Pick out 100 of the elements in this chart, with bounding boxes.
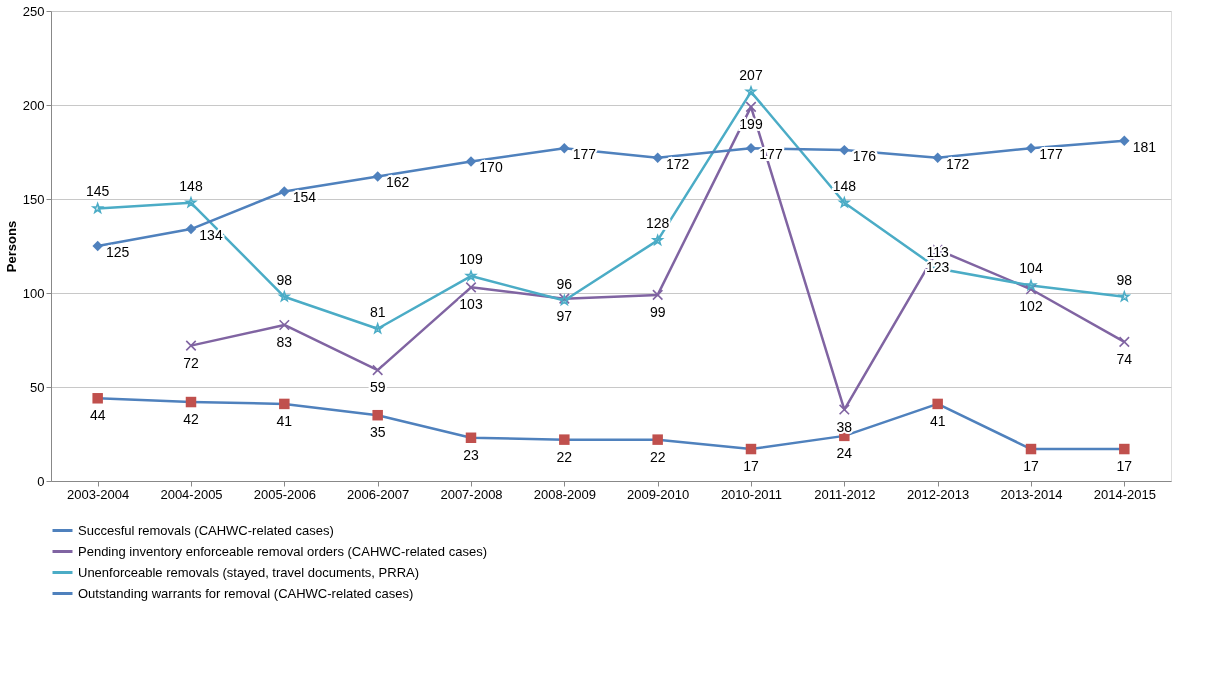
x-tick-label: 2014-2015	[1093, 486, 1156, 502]
point	[559, 143, 570, 154]
data-label: 23	[463, 446, 479, 463]
x-tick-label: 2009-2010	[627, 486, 690, 502]
data-label: 38	[836, 418, 853, 435]
data-label: 102	[1019, 298, 1043, 315]
data-label: 172	[945, 155, 970, 172]
point	[465, 432, 477, 443]
data-label: 81	[369, 303, 386, 320]
data-label: 72	[183, 354, 199, 371]
x-tick-label: 2011-2012	[814, 486, 876, 502]
data-label: 83	[276, 333, 293, 350]
point	[465, 156, 477, 167]
x-tick-label: 2013-2014	[1000, 486, 1063, 502]
x-tick-label: 2003-2004	[67, 486, 130, 502]
data-label: 22	[556, 448, 573, 465]
point	[652, 152, 663, 163]
x-tick-label: 2010-2011	[720, 486, 783, 502]
data-label: 148	[832, 177, 857, 194]
point	[745, 443, 757, 455]
legend-label: Pending inventory enforceable removal orders (CAHWC-related cases)	[78, 543, 487, 559]
point	[185, 223, 197, 235]
data-label: 17	[743, 458, 759, 475]
y-tick-label: 100	[22, 285, 45, 301]
point	[279, 398, 290, 410]
data-label: 145	[85, 183, 110, 200]
data-label: 176	[852, 148, 877, 165]
data-label: 41	[276, 412, 293, 429]
y-tick-label: 250	[22, 3, 45, 19]
data-label: 177	[1039, 146, 1063, 163]
data-label: 207	[739, 66, 763, 83]
point	[185, 396, 197, 408]
point	[372, 364, 384, 376]
data-label: 42	[183, 411, 199, 428]
x-tick-label: 2008-2009	[533, 486, 596, 502]
data-label: 98	[1116, 271, 1133, 288]
data-label: 162	[385, 174, 410, 191]
y-tick-label: 50	[30, 379, 45, 395]
point	[745, 86, 757, 97]
y-tick-label: 200	[22, 97, 45, 113]
data-label: 35	[369, 424, 386, 441]
point	[745, 101, 757, 113]
data-label: 109	[459, 251, 483, 268]
data-label: 24	[836, 444, 853, 461]
x-tick-label: 2005-2006	[253, 486, 316, 502]
data-label: 74	[1116, 350, 1133, 367]
x-tick-label: 2007-2008	[440, 486, 503, 502]
data-label: 44	[89, 407, 106, 424]
data-label: 134	[199, 227, 223, 244]
data-label: 177	[572, 146, 597, 163]
y-axis-title: Persons	[3, 220, 19, 273]
point	[1118, 336, 1130, 348]
data-label: 96	[556, 275, 573, 292]
point	[838, 404, 850, 416]
legend-label: Succesful removals (CAHWC-related cases)	[78, 522, 334, 538]
y-tick-label: 0	[37, 473, 45, 489]
point	[1119, 135, 1130, 146]
point	[839, 144, 850, 156]
point	[1025, 279, 1037, 291]
point	[932, 398, 943, 410]
data-label: 170	[479, 159, 503, 176]
data-label: 22	[649, 448, 666, 465]
data-label: 125	[105, 244, 130, 260]
data-label: 17	[1023, 458, 1039, 475]
x-tick-label: 2004-2005	[160, 486, 223, 502]
point	[652, 434, 663, 445]
legend-label: Outstanding warrants for removal (CAHWC-related cases)	[78, 585, 414, 601]
data-label: 98	[276, 271, 293, 288]
data-label: 181	[1132, 138, 1157, 155]
point	[652, 289, 664, 301]
point	[932, 152, 943, 163]
point	[278, 319, 290, 331]
point	[1025, 443, 1037, 455]
point	[559, 434, 570, 445]
data-label: 154	[292, 189, 317, 206]
data-label: 17	[1116, 458, 1133, 475]
data-label: 59	[369, 379, 386, 396]
point	[372, 171, 383, 182]
data-label: 103	[459, 296, 483, 313]
point	[1025, 143, 1037, 154]
point	[465, 281, 477, 293]
data-label: 104	[1019, 260, 1043, 277]
point	[1119, 443, 1130, 455]
point	[372, 409, 383, 421]
point	[279, 186, 290, 197]
data-label: 97	[556, 307, 573, 324]
data-label: 128	[645, 215, 670, 232]
data-label: 172	[665, 155, 690, 172]
point	[465, 270, 477, 281]
point	[92, 240, 103, 252]
y-tick-label: 150	[22, 191, 45, 207]
data-label: 41	[929, 412, 946, 429]
legend-label: Unenforceable removals (stayed, travel documents, PRRA)	[78, 564, 420, 580]
x-tick-label: 2006-2007	[347, 486, 410, 502]
data-label: 99	[649, 303, 666, 320]
x-tick-label: 2012-2013	[907, 486, 970, 502]
point	[745, 143, 757, 154]
point	[1025, 283, 1037, 295]
point	[92, 393, 103, 404]
data-label: 148	[179, 177, 203, 194]
